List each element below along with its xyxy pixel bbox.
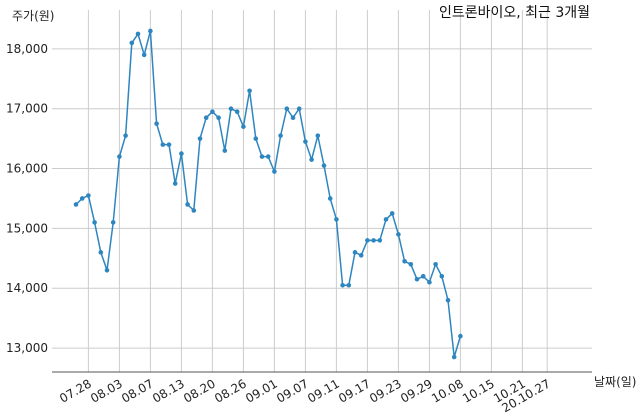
y-tick-label: 14,000 bbox=[6, 281, 48, 295]
data-point bbox=[433, 261, 438, 267]
data-point bbox=[334, 217, 339, 222]
data-point bbox=[402, 259, 407, 264]
data-point bbox=[439, 273, 445, 279]
y-tick-label: 17,000 bbox=[6, 102, 48, 116]
x-tick-label: 08.13 bbox=[150, 376, 187, 405]
x-tick-label: 10.15 bbox=[460, 376, 497, 405]
data-point bbox=[383, 217, 389, 222]
data-point bbox=[445, 297, 451, 303]
data-point bbox=[352, 250, 358, 255]
data-point bbox=[427, 279, 432, 285]
data-point bbox=[216, 115, 221, 121]
y-tick-label: 16,000 bbox=[6, 162, 48, 176]
data-point bbox=[241, 124, 246, 129]
data-point bbox=[389, 211, 395, 216]
x-tick-label: 09.29 bbox=[398, 376, 435, 405]
data-point bbox=[117, 154, 122, 159]
data-point bbox=[135, 31, 141, 37]
x-gridlines bbox=[87, 10, 548, 372]
data-point bbox=[98, 250, 104, 255]
y-axis-title: 주가(원) bbox=[12, 9, 54, 23]
x-tick-labels: 07.2808.0308.0708.1308.2008.2609.0109.07… bbox=[57, 376, 553, 414]
data-point bbox=[309, 157, 314, 162]
data-point bbox=[321, 163, 327, 168]
data-point bbox=[197, 136, 203, 141]
y-tick-label: 18,000 bbox=[6, 42, 48, 56]
x-tick-label: 09.23 bbox=[367, 376, 404, 405]
data-point bbox=[346, 282, 352, 288]
data-point bbox=[408, 261, 414, 267]
data-point bbox=[166, 142, 172, 147]
chart-title: 인트론바이오, 최근 3개월 bbox=[439, 5, 590, 21]
x-tick-label: 09.01 bbox=[243, 376, 280, 405]
data-point bbox=[222, 148, 228, 153]
data-point bbox=[253, 136, 259, 141]
data-point bbox=[86, 193, 91, 198]
data-point bbox=[358, 253, 364, 258]
data-point bbox=[396, 232, 401, 237]
data-point bbox=[284, 106, 290, 112]
data-point bbox=[247, 88, 252, 94]
data-point bbox=[290, 115, 296, 121]
data-point bbox=[160, 142, 166, 147]
y-tick-label: 13,000 bbox=[6, 341, 48, 355]
data-point bbox=[79, 196, 85, 201]
x-tick-label: 07.28 bbox=[57, 376, 94, 405]
data-point bbox=[278, 133, 283, 138]
y-tick-labels: 13,000 14,000 15,000 16,000 17,000 18,000 bbox=[6, 42, 48, 355]
data-point bbox=[365, 238, 370, 243]
data-point bbox=[203, 115, 209, 121]
x-tick-label: 08.26 bbox=[212, 376, 249, 405]
data-point bbox=[414, 276, 420, 282]
data-point bbox=[179, 151, 184, 156]
price-points bbox=[73, 28, 463, 360]
data-point bbox=[104, 267, 110, 273]
price-line bbox=[75, 30, 462, 358]
data-point bbox=[228, 106, 234, 112]
data-point bbox=[141, 52, 147, 58]
data-point bbox=[172, 181, 178, 186]
x-tick-label: 10.08 bbox=[429, 376, 466, 405]
data-point bbox=[327, 196, 333, 201]
data-point bbox=[315, 133, 321, 138]
data-point bbox=[296, 106, 302, 112]
data-point bbox=[371, 238, 376, 243]
x-axis-title: 날짜(일) bbox=[594, 375, 636, 389]
x-tick-label: 09.07 bbox=[274, 376, 311, 405]
data-point bbox=[110, 220, 116, 225]
data-point bbox=[377, 238, 383, 243]
data-point bbox=[92, 220, 97, 225]
data-point bbox=[458, 333, 463, 339]
data-point bbox=[191, 208, 197, 213]
data-point bbox=[185, 202, 190, 207]
data-point bbox=[123, 133, 128, 138]
data-point bbox=[451, 354, 457, 360]
data-point bbox=[340, 282, 345, 288]
data-point bbox=[154, 121, 159, 126]
data-point bbox=[148, 28, 153, 34]
data-point bbox=[73, 202, 79, 207]
data-point bbox=[210, 109, 215, 115]
x-tick-label: 08.03 bbox=[88, 376, 125, 405]
data-point bbox=[259, 154, 265, 159]
data-point bbox=[234, 109, 240, 115]
x-tick-label: 08.07 bbox=[119, 376, 156, 405]
x-tick-label: 08.20 bbox=[181, 376, 218, 405]
data-point bbox=[272, 169, 277, 174]
data-point bbox=[303, 139, 308, 144]
data-point bbox=[129, 40, 135, 46]
data-point bbox=[265, 154, 271, 159]
data-point bbox=[420, 273, 426, 279]
x-tick-label: 09.11 bbox=[305, 376, 342, 405]
y-gridlines bbox=[52, 48, 592, 349]
x-tick-label: 09.17 bbox=[336, 376, 373, 405]
y-tick-label: 15,000 bbox=[6, 221, 48, 235]
